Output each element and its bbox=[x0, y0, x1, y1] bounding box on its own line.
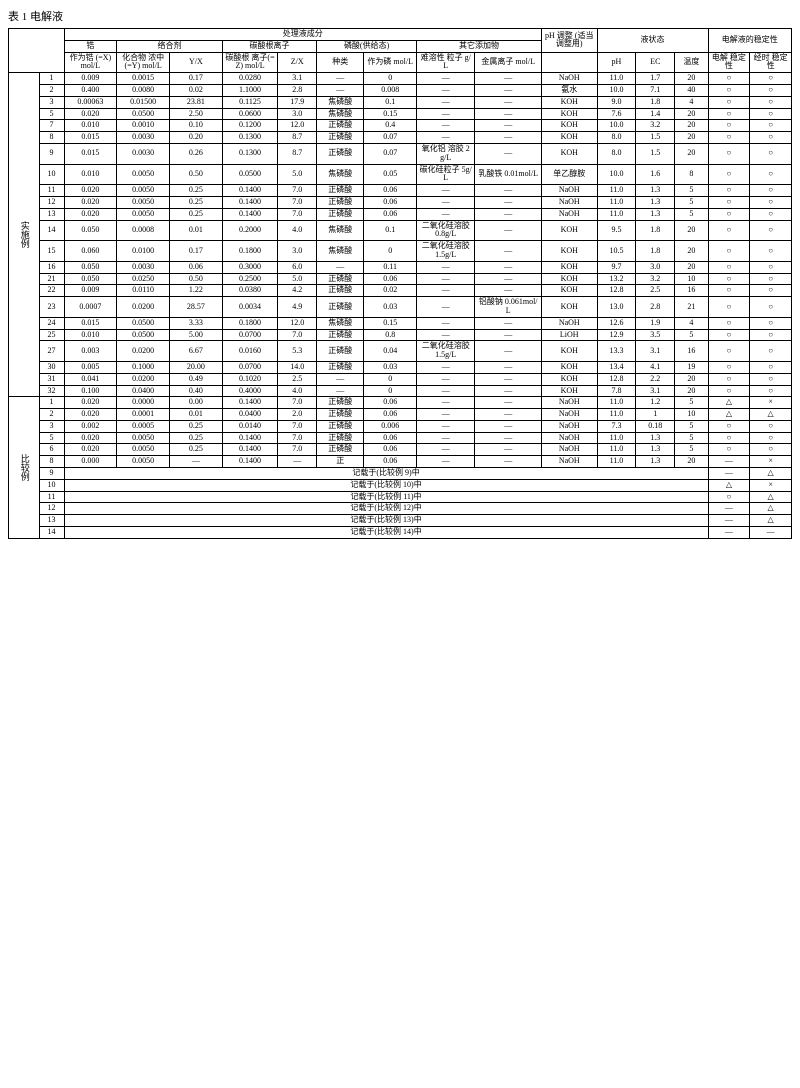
table-row: 30.000630.0150023.810.112517.9焦磷酸0.1——KO… bbox=[9, 96, 792, 108]
table-row: 230.00070.020028.570.00344.9正磷酸0.03—铝酸钠 … bbox=[9, 297, 792, 318]
table-row: 240.0150.05003.330.180012.0焦磷酸0.15——NaOH… bbox=[9, 317, 792, 329]
table-row: 130.0200.00500.250.14007.0正磷酸0.06——NaOH1… bbox=[9, 208, 792, 220]
table-row: 100.0100.00500.500.05005.0焦磷酸0.05碳化硅粒子 5… bbox=[9, 164, 792, 185]
table-row: 50.0200.05002.500.06003.0焦磷酸0.15——KOH7.6… bbox=[9, 108, 792, 120]
table-row: 320.1000.04000.400.40004.0—0——KOH7.83.12… bbox=[9, 385, 792, 397]
table-row: 比较例10.0200.00000.000.14007.0正磷酸0.06——NaO… bbox=[9, 397, 792, 409]
data-table: 处理液成分 pH 调整 (适当 调整用) 液状态 电解液的稳定性 锆 络合剂 碳… bbox=[8, 28, 792, 539]
table-row: 110.0200.00500.250.14007.0正磷酸0.06——NaOH1… bbox=[9, 185, 792, 197]
section-label: 实施例 bbox=[9, 73, 40, 397]
table-row: 12记载于(比较例 12)中—△ bbox=[9, 503, 792, 515]
table-title: 表 1 电解液 bbox=[8, 8, 792, 24]
table-row: 10记载于(比较例 10)中△× bbox=[9, 479, 792, 491]
table-row: 实施例10.0090.00150.170.02803.1—0——NaOH11.0… bbox=[9, 73, 792, 85]
table-row: 270.0030.02006.670.01605.3正磷酸0.04二氧化硅溶胶 … bbox=[9, 341, 792, 362]
section-2-body: 比较例10.0200.00000.000.14007.0正磷酸0.06——NaO… bbox=[9, 397, 792, 539]
table-row: 310.0410.02000.490.10202.5—0——KOH12.82.2… bbox=[9, 373, 792, 385]
table-row: 150.0600.01000.170.18003.0焦磷酸0二氧化硅溶胶 1.5… bbox=[9, 241, 792, 262]
table-row: 140.0500.00080.010.20004.0焦磷酸0.1二氧化硅溶胶 0… bbox=[9, 220, 792, 241]
table-row: 11记载于(比较例 11)中○△ bbox=[9, 491, 792, 503]
table-header: 处理液成分 pH 调整 (适当 调整用) 液状态 电解液的稳定性 锆 络合剂 碳… bbox=[9, 29, 792, 73]
section-1-body: 实施例10.0090.00150.170.02803.1—0——NaOH11.0… bbox=[9, 73, 792, 397]
table-row: 160.0500.00300.060.30006.0—0.11——KOH9.73… bbox=[9, 261, 792, 273]
table-row: 80.0150.00300.200.13008.7正磷酸0.07——KOH8.0… bbox=[9, 132, 792, 144]
section-label: 比较例 bbox=[9, 397, 40, 539]
table-row: 220.0090.01101.220.03804.2正磷酸0.02——KOH12… bbox=[9, 285, 792, 297]
table-row: 30.0020.00050.250.01407.0正磷酸0.006——NaOH7… bbox=[9, 420, 792, 432]
table-row: 80.0000.0050—0.1400—正0.06——NaOH11.01.320… bbox=[9, 456, 792, 468]
table-row: 14记载于(比较例 14)中—— bbox=[9, 527, 792, 539]
table-row: 70.0100.00100.100.120012.0正磷酸0.4——KOH10.… bbox=[9, 120, 792, 132]
table-row: 90.0150.00300.260.13008.7正磷酸0.07氧化铝 溶胶 2… bbox=[9, 143, 792, 164]
table-row: 13记载于(比较例 13)中—△ bbox=[9, 515, 792, 527]
table-row: 210.0500.02500.500.25005.0正磷酸0.06——KOH13… bbox=[9, 273, 792, 285]
table-row: 60.0200.00500.250.14007.0正磷酸0.06——NaOH11… bbox=[9, 444, 792, 456]
table-row: 120.0200.00500.250.14007.0正磷酸0.06——NaOH1… bbox=[9, 196, 792, 208]
table-row: 250.0100.05005.000.07007.0正磷酸0.8——LiOH12… bbox=[9, 329, 792, 341]
table-row: 300.0050.100020.000.070014.0正磷酸0.03——KOH… bbox=[9, 361, 792, 373]
table-row: 20.4000.00800.021.10002.8—0.008——氨水10.07… bbox=[9, 84, 792, 96]
table-row: 9记载于(比较例 9)中—△ bbox=[9, 468, 792, 480]
table-row: 50.0200.00500.250.14007.0正磷酸0.06——NaOH11… bbox=[9, 432, 792, 444]
table-row: 20.0200.00010.010.04002.0正磷酸0.06——NaOH11… bbox=[9, 409, 792, 421]
